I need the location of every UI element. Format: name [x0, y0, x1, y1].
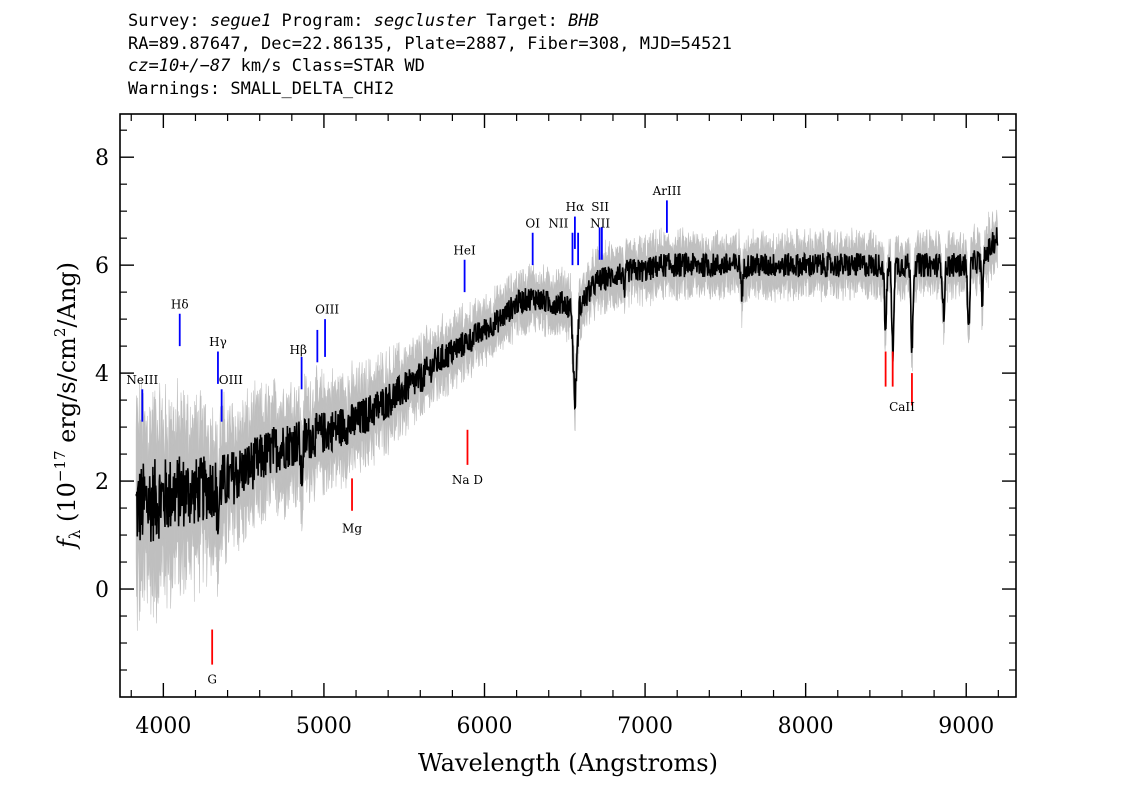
header-text: Survey:	[128, 11, 210, 31]
spectral-line-label: G	[207, 673, 217, 687]
spectral-line-label: ArIII	[652, 184, 682, 198]
y-tick-label: 4	[95, 362, 109, 387]
y-tick-label: 0	[95, 578, 109, 603]
spectral-line-label: Na D	[452, 473, 483, 487]
spectral-line-label: HeI	[453, 243, 476, 257]
spectral-line-label: Hδ	[171, 297, 189, 311]
survey-name: segue1	[209, 11, 272, 31]
spectral-lines-layer: NeIII Hδ Hγ OIII Hβ OIII HeI OI NII Hα SII NII ArIII…	[126, 184, 915, 687]
spectral-line-label: CaII	[889, 400, 915, 414]
y-title-part: /Ang)	[53, 262, 81, 328]
x-axis-title: Wavelength (Angstroms)	[418, 749, 718, 777]
spectral-line-label: OI	[525, 216, 540, 230]
header-text: Target:	[476, 11, 569, 31]
redshift-value: cz=10+/−87	[128, 56, 231, 76]
flux-series-layer	[135, 227, 999, 542]
y-tick-label: 6	[95, 254, 109, 279]
x-tick-label: 5000	[296, 714, 352, 739]
axis-ticks-layer: 4000 5000 6000 7000 8000 9000 0 2 4 6 8	[95, 114, 1016, 739]
x-tick-label: 8000	[778, 714, 834, 739]
y-axis-title: fλ (10−17 erg/s/cm2/Ang)	[51, 262, 84, 550]
flux-series-line	[135, 227, 999, 542]
spectral-line-label: Hα	[566, 200, 585, 214]
y-title-subscript: λ	[66, 529, 84, 539]
x-tick-label: 9000	[938, 714, 994, 739]
spectral-line-label: OIII	[219, 373, 243, 387]
spectral-line-label: NeIII	[126, 373, 158, 387]
program-name: segcluster	[373, 11, 477, 31]
spectral-line-label: SII	[591, 200, 609, 214]
header-line-warnings: Warnings: SMALL_DELTA_CHI2	[128, 78, 395, 99]
spectral-line-label: Hβ	[290, 343, 307, 357]
spectrum-header: Survey: segue1 Program: segcluster Targe…	[128, 10, 732, 100]
spectral-line-label: NII	[548, 216, 568, 230]
header-line-coordinates: RA=89.87647, Dec=22.86135, Plate=2887, F…	[128, 33, 732, 54]
y-title-part: (10	[53, 482, 81, 530]
y-title-part: erg/s/cm	[53, 337, 81, 451]
y-title-exponent: −17	[51, 450, 69, 482]
header-line-redshift: cz=10+/−87 km/s Class=STAR WD	[128, 55, 732, 78]
plot-frame	[119, 113, 1017, 698]
y-tick-label: 8	[95, 146, 109, 171]
x-tick-label: 4000	[135, 714, 191, 739]
y-title-exponent: 2	[51, 328, 69, 338]
x-tick-label: 6000	[457, 714, 513, 739]
spectral-line-label: NII	[590, 216, 610, 230]
target-name: BHB	[568, 11, 599, 31]
header-text: Program:	[271, 11, 374, 31]
x-tick-label: 7000	[617, 714, 673, 739]
spectral-line-label: Hγ	[209, 335, 227, 349]
spectral-line-label: Mg	[342, 521, 362, 535]
header-line-survey: Survey: segue1 Program: segcluster Targe…	[128, 10, 732, 33]
y-tick-label: 2	[95, 470, 109, 495]
class-text: km/s Class=STAR WD	[230, 56, 425, 76]
spectral-line-label: OIII	[315, 303, 339, 317]
